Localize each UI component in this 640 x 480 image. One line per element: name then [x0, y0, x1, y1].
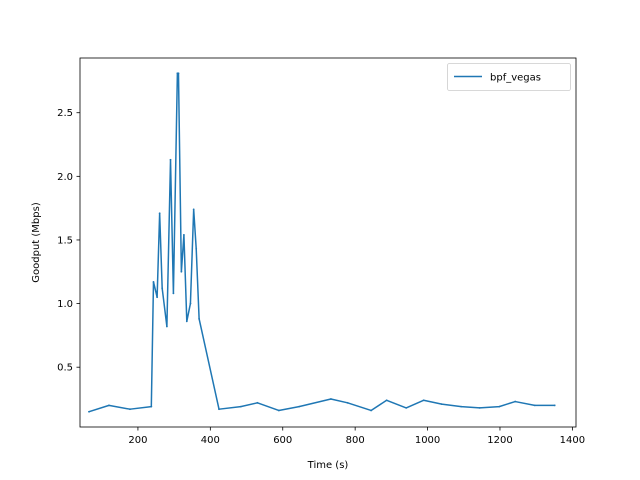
x-axis-ticks: 200 400 600 800 1000 1200 1400 [128, 427, 585, 446]
data-point [161, 287, 164, 290]
data-point [533, 404, 536, 407]
y-tick-label: 1.0 [57, 299, 73, 310]
data-point [239, 405, 242, 408]
data-point [498, 405, 501, 408]
data-point [405, 407, 408, 409]
data-point [156, 296, 159, 299]
x-tick-label: 200 [128, 435, 147, 446]
x-tick-label: 1200 [487, 435, 512, 446]
data-point [553, 404, 556, 407]
series-line-bpf_vegas [88, 72, 556, 413]
x-tick-label: 800 [346, 435, 365, 446]
data-point [385, 399, 388, 402]
data-point [277, 409, 280, 412]
data-point [150, 405, 153, 408]
legend-label: bpf_vegas [490, 73, 541, 84]
data-point [192, 208, 195, 211]
legend: bpf_vegas [447, 63, 571, 91]
data-point [165, 325, 168, 328]
data-point [158, 212, 161, 215]
data-point [195, 247, 198, 250]
y-axis-label: Goodput (Mbps) [31, 202, 42, 283]
x-tick-label: 400 [201, 435, 220, 446]
plot-area [88, 72, 556, 413]
y-tick-label: 0.5 [57, 363, 73, 374]
data-point [185, 320, 188, 323]
data-point [330, 398, 332, 400]
data-point [346, 401, 349, 404]
data-point [183, 233, 185, 236]
x-axis-label: Time (s) [307, 460, 349, 471]
data-point [478, 407, 481, 409]
data-point [88, 410, 90, 413]
data-point [180, 270, 183, 273]
y-tick-label: 2.0 [57, 172, 73, 183]
data-point [422, 399, 425, 402]
y-axis-ticks: 0.5 1.0 1.5 2.0 2.5 [57, 108, 80, 374]
data-point [256, 401, 259, 404]
data-point [129, 408, 131, 411]
data-point [298, 405, 300, 408]
data-point [152, 281, 155, 283]
x-tick-label: 600 [273, 435, 292, 446]
data-point [370, 409, 372, 412]
data-point [218, 408, 220, 411]
axes-frame [79, 57, 577, 428]
data-point [460, 405, 463, 408]
x-tick-label: 1000 [415, 435, 440, 446]
data-point [172, 292, 175, 295]
data-point [177, 72, 180, 75]
data-point [108, 404, 110, 407]
data-point [514, 400, 517, 403]
y-tick-label: 1.5 [57, 235, 73, 246]
x-tick-label: 1400 [560, 435, 585, 446]
legend-box [447, 63, 571, 91]
data-point [440, 403, 443, 405]
data-point [189, 302, 192, 305]
data-point [198, 317, 201, 320]
y-tick-label: 2.5 [57, 108, 73, 119]
data-point [169, 158, 172, 161]
